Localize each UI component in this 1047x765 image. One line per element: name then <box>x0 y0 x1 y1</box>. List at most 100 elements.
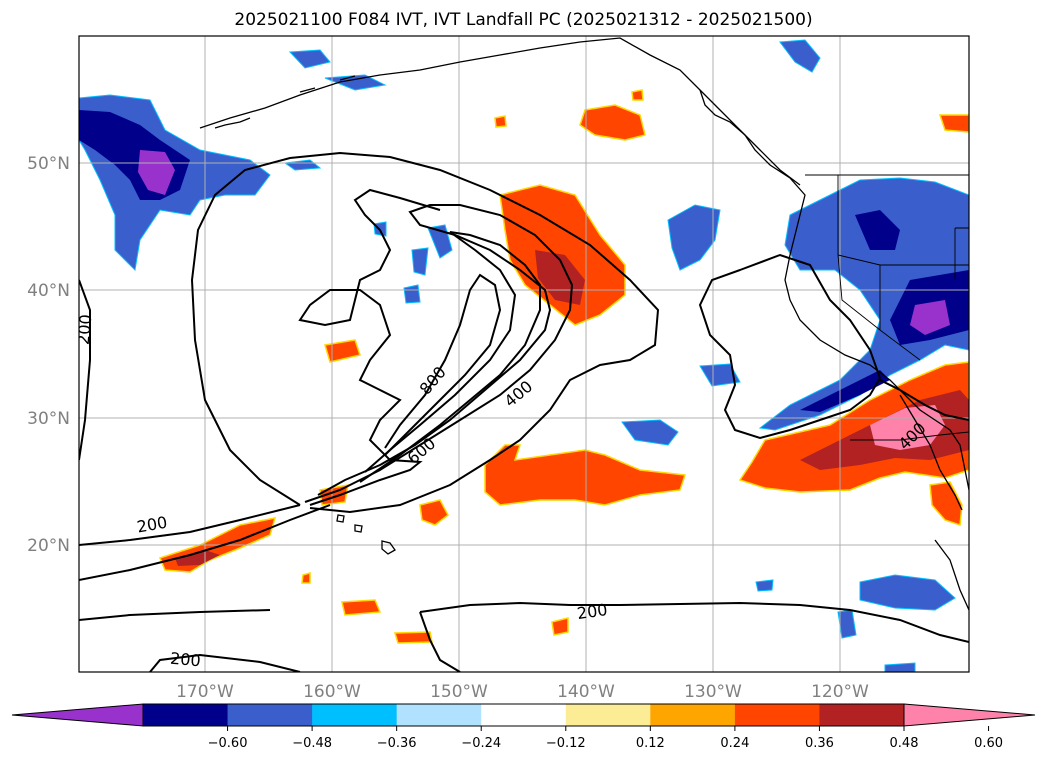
anomaly-region-p7 <box>341 599 382 616</box>
map-frame <box>78 35 970 673</box>
coastline-baja <box>899 394 963 511</box>
coastline-alaska <box>199 37 801 186</box>
lat-axis: 50°N 40°N 30°N 20°N <box>27 154 70 556</box>
lon-axis: 170°W 160°W 150°W 140°W 130°W 120°W <box>176 682 869 702</box>
colorbar-tick-label: −0.12 <box>546 736 586 751</box>
colorbar-tick-label: 0.24 <box>720 736 749 751</box>
lat-label-40: 40°N <box>27 281 70 301</box>
contour-200-south-band <box>79 601 969 672</box>
colorbar-segment <box>650 704 736 726</box>
anomaly-region-n2 <box>324 74 387 91</box>
map-title: 2025021100 F084 IVT, IVT Landfall PC (20… <box>234 10 813 30</box>
lon-label-130: 130°W <box>684 682 742 702</box>
contour-200-bottom <box>149 653 301 672</box>
anomaly-region-p12 <box>301 572 311 584</box>
positive-anomaly-regions <box>158 89 969 644</box>
contour-label-200-a: 200 <box>135 513 168 537</box>
anomaly-region-c3 <box>403 284 421 304</box>
anomaly-region-p6-core <box>175 550 220 566</box>
lon-label-170: 170°W <box>176 682 234 702</box>
state-borders <box>805 174 969 441</box>
anomaly-region-p13 <box>494 115 507 128</box>
anomaly-region-s1 <box>859 574 956 611</box>
anomaly-region-p1 <box>579 104 646 141</box>
colorbar-segment <box>312 704 398 726</box>
contour-label-200-d: 200 <box>169 649 201 671</box>
coastlines <box>199 37 969 611</box>
anomaly-region-p14 <box>631 89 644 101</box>
map-plot-area: 200 200 200 200 400 600 800 400 <box>74 36 969 672</box>
island-hawaii <box>336 514 396 555</box>
anomaly-region-s2 <box>837 609 857 639</box>
colorbar-segment <box>396 704 482 726</box>
border-states <box>837 175 969 361</box>
mexico-mainland <box>934 539 969 611</box>
colorbar-tick-label: −0.36 <box>377 736 417 751</box>
colorbar-tick-label: 0.12 <box>636 736 665 751</box>
anomaly-region-p4 <box>484 444 687 506</box>
colorbar-segment <box>143 704 229 726</box>
coastline-bc <box>699 89 969 491</box>
colorbar-right-extend <box>903 703 1036 727</box>
contour-label-400-a: 400 <box>501 377 537 411</box>
lon-label-140: 140°W <box>557 682 615 702</box>
ivt-contours <box>79 151 969 672</box>
contour-200-inner-left <box>79 504 301 546</box>
colorbar-left-extend <box>11 703 144 727</box>
anomaly-region-p11 <box>929 481 963 527</box>
contour-200-coast <box>698 253 882 440</box>
anomaly-region-s3 <box>884 662 916 672</box>
colorbar-tick-label: −0.48 <box>292 736 332 751</box>
colorbar: −0.60 −0.48 −0.36 −0.24 −0.12 0.12 0.24 0.36 0.4… <box>11 703 1036 751</box>
anomaly-region-p3 <box>324 339 361 363</box>
lon-label-120: 120°W <box>811 682 869 702</box>
anomaly-region-n3 <box>779 39 821 73</box>
negative-anomaly-regions <box>79 39 969 672</box>
anomaly-region-landfall <box>738 361 969 493</box>
contour-200-outer <box>190 151 660 514</box>
colorbar-segment <box>819 704 905 726</box>
colorbar-segment <box>227 704 313 726</box>
colorbar-tick-label: −0.24 <box>461 736 501 751</box>
anomaly-region-p5 <box>419 499 449 526</box>
graticule <box>79 36 969 672</box>
colorbar-segment <box>481 704 567 726</box>
anomaly-region-c5 <box>667 204 721 271</box>
colorbar-segments <box>143 704 905 726</box>
anomaly-region-coast <box>758 177 969 431</box>
contour-label-800: 800 <box>416 363 450 399</box>
colorbar-tick-label: 0.48 <box>890 736 919 751</box>
anomaly-region-c7 <box>621 419 679 446</box>
contour-label-200-b: 200 <box>74 313 96 345</box>
contour-400 <box>304 204 574 503</box>
lat-label-20: 20°N <box>27 536 70 556</box>
contour-label-200-c: 200 <box>576 600 609 623</box>
contour-200-west-edge <box>79 279 91 461</box>
colorbar-frame <box>142 703 905 727</box>
lon-label-150: 150°W <box>430 682 488 702</box>
colorbar-tick-label: 0.36 <box>805 736 834 751</box>
contour-600 <box>359 231 541 483</box>
anomaly-region-coast-peak <box>910 300 950 335</box>
contour-200-loop <box>298 188 441 506</box>
contour-800 <box>384 273 502 456</box>
island-aleutian <box>214 75 356 129</box>
anomaly-region-p2 <box>938 114 969 133</box>
colorbar-tick-label: 0.60 <box>974 736 1003 751</box>
contour-label-600: 600 <box>404 434 440 468</box>
anomaly-region-n1 <box>288 49 331 69</box>
colorbar-ticks: −0.60 −0.48 −0.36 −0.24 −0.12 0.12 0.24 0.36 0.4… <box>208 726 1003 751</box>
contour-200-landfall <box>879 379 969 421</box>
anomaly-region-c6 <box>699 363 741 387</box>
anomaly-region-nw-peak <box>138 150 175 195</box>
lat-label-30: 30°N <box>27 409 70 429</box>
colorbar-tick-label: −0.60 <box>208 736 248 751</box>
anomaly-region-s4 <box>755 579 774 592</box>
anomaly-region-n4 <box>283 159 322 171</box>
colorbar-segment <box>734 704 820 726</box>
contour-200-south <box>79 504 331 581</box>
lon-label-160: 160°W <box>303 682 361 702</box>
border-us-mexico <box>850 431 969 441</box>
anomaly-region-p8 <box>394 631 433 644</box>
